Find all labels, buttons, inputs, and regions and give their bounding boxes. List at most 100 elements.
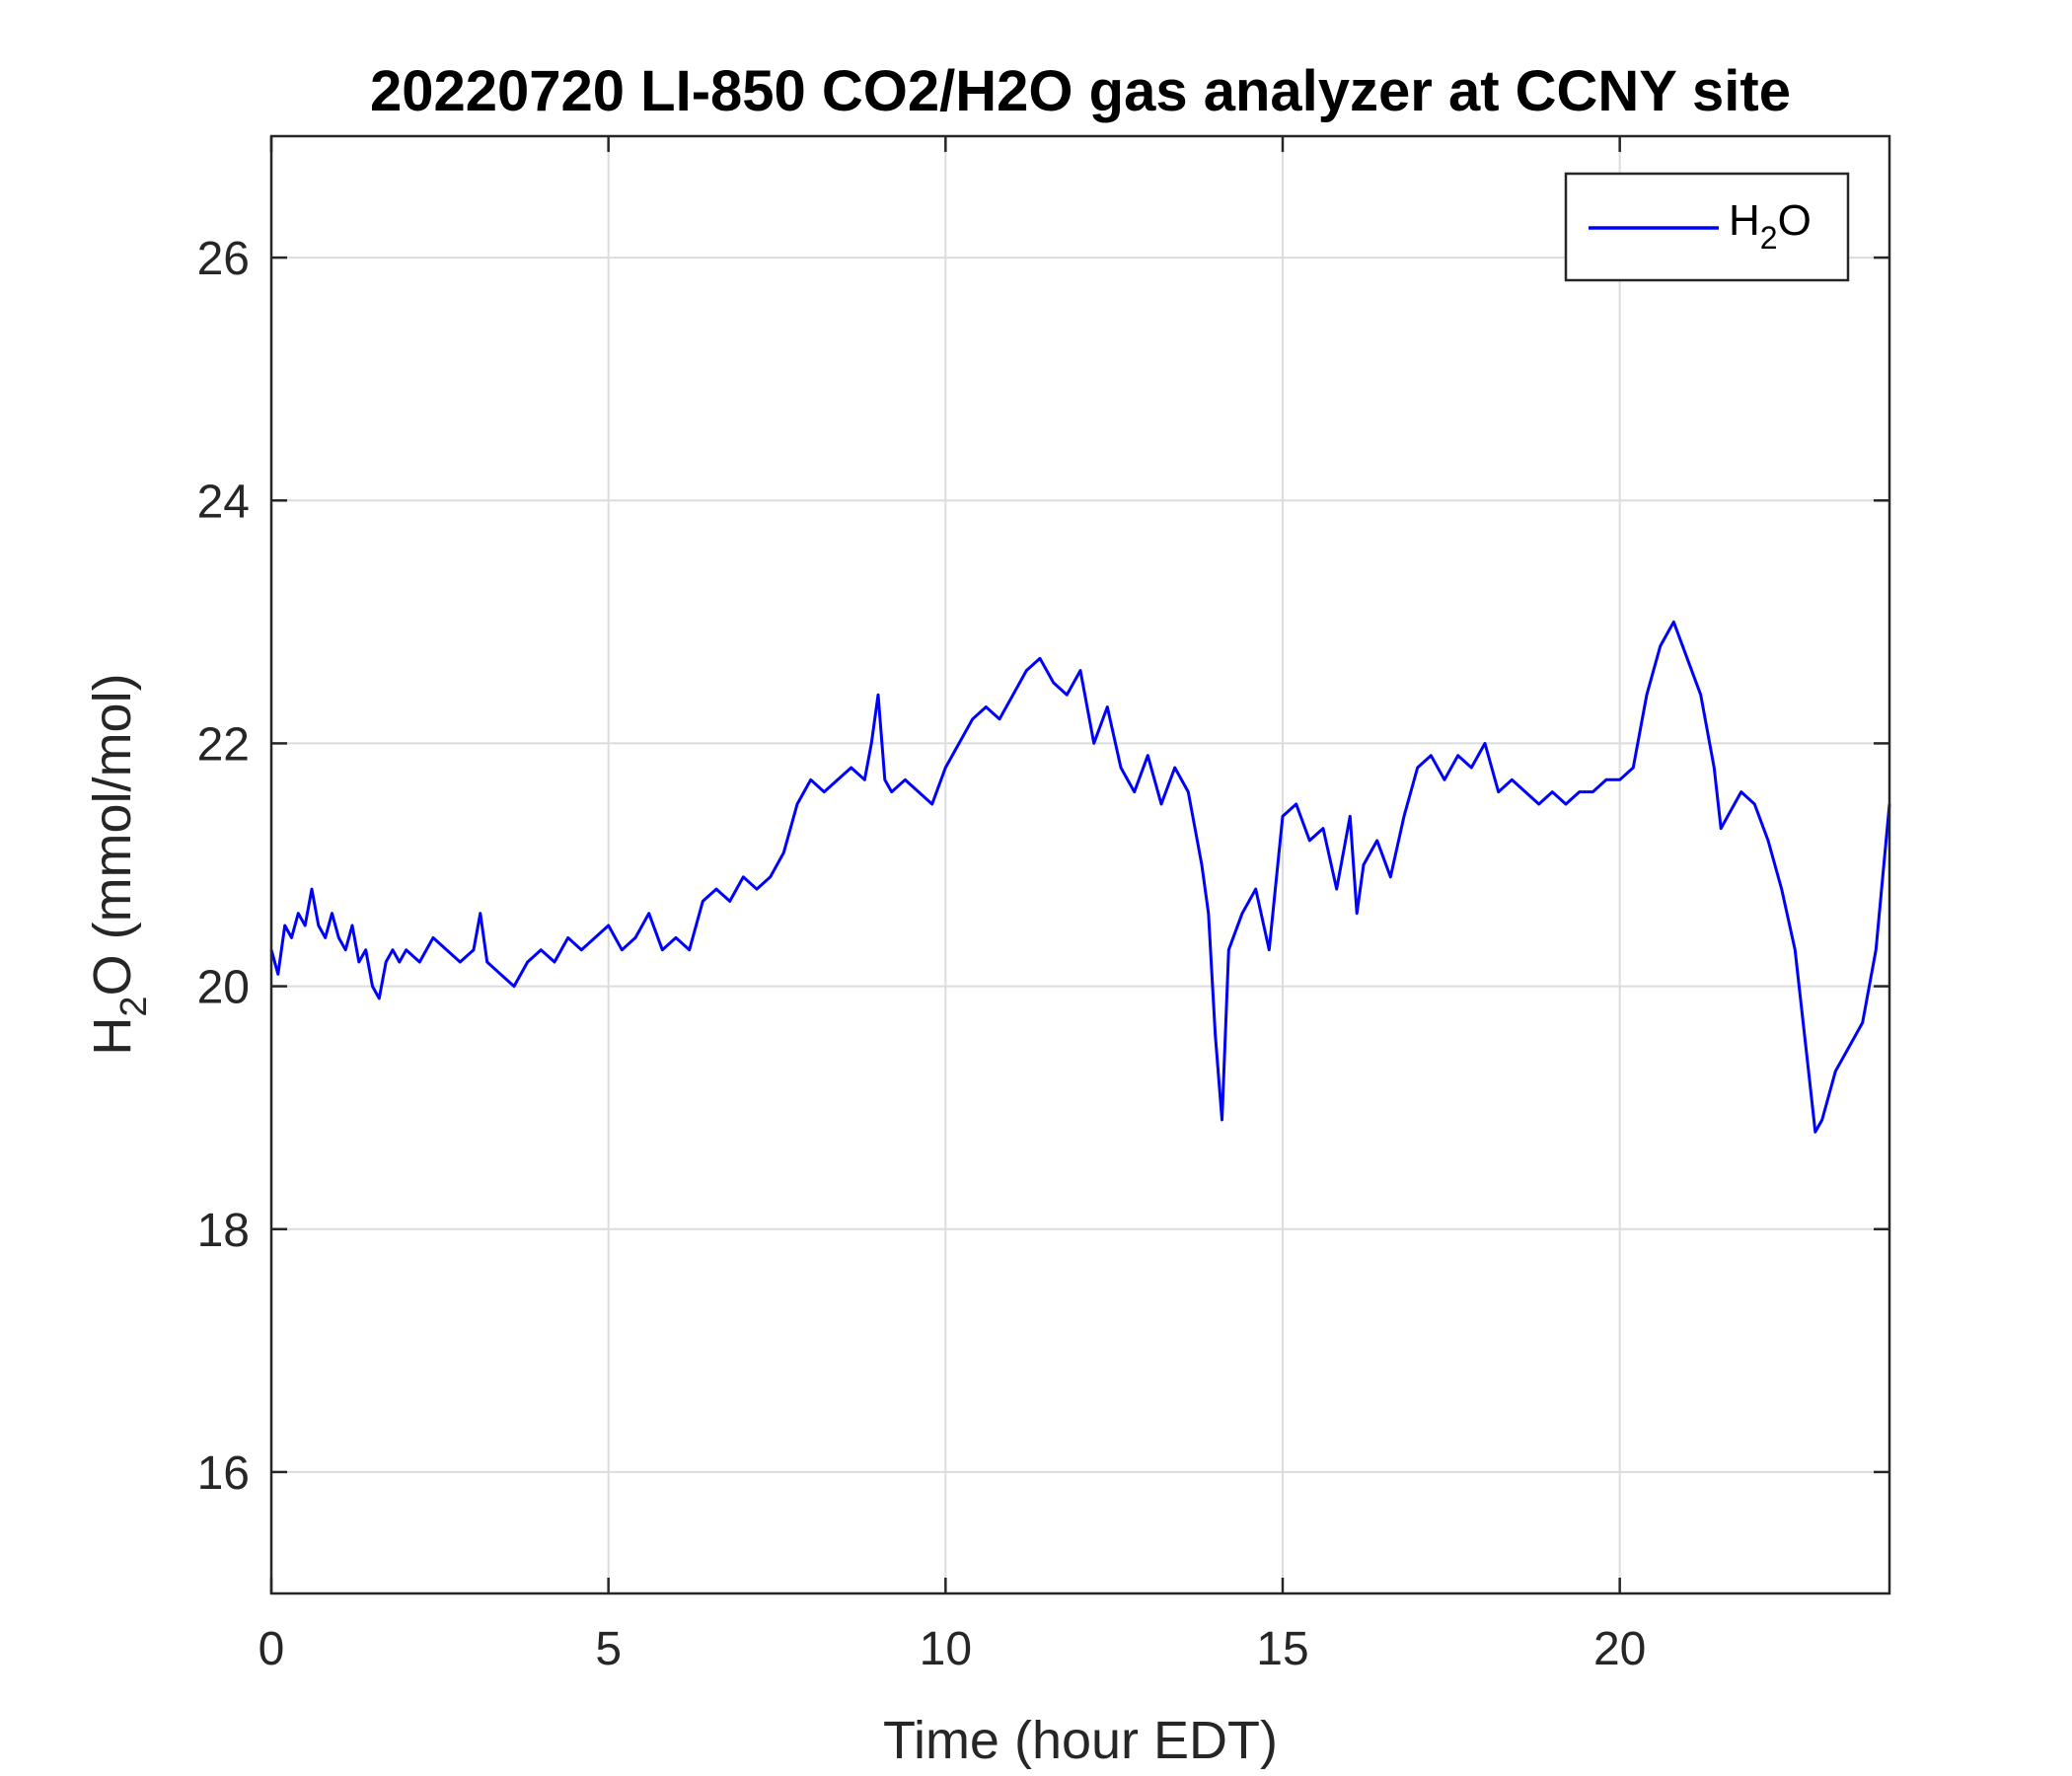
- legend-label-rest: O: [1778, 196, 1812, 245]
- h2o-data-point: [884, 778, 886, 781]
- h2o-data-point: [418, 961, 421, 963]
- h2o-data-point: [1227, 948, 1230, 951]
- h2o-data-point: [1605, 778, 1607, 781]
- h2o-data-point: [1456, 754, 1459, 757]
- x-tick-labels: 0 5 10 15 20: [259, 1623, 1647, 1675]
- h2o-data-point: [1524, 790, 1526, 793]
- h2o-data-point: [1713, 767, 1716, 769]
- h2o-data-point: [1322, 827, 1324, 830]
- h2o-data-point: [1295, 803, 1297, 805]
- h2o-data-point: [877, 694, 879, 696]
- h2o-data-point: [1470, 767, 1473, 769]
- h2o-data-point: [1356, 912, 1358, 915]
- h2o-data-point: [1092, 742, 1095, 745]
- h2o-data-point: [728, 900, 731, 903]
- y-tick-label: 16: [197, 1447, 250, 1500]
- h2o-data-point: [1254, 888, 1257, 890]
- h2o-data-point: [1052, 682, 1055, 684]
- h2o-data-point: [378, 998, 381, 999]
- h2o-data-point: [985, 705, 988, 708]
- h2o-data-point: [1834, 1070, 1837, 1073]
- h2o-data-point: [566, 936, 569, 939]
- h2o-data-point: [392, 948, 394, 951]
- h2o-data-point: [1686, 657, 1688, 660]
- h2o-data-point: [688, 948, 691, 951]
- h2o-data-point: [1794, 948, 1797, 951]
- chart-title: 20220720 LI-850 CO2/H2O gas analyzer at …: [370, 59, 1791, 123]
- h2o-data-point: [405, 948, 407, 951]
- h2o-data-point: [331, 912, 333, 915]
- h2o-data-point: [1767, 840, 1769, 842]
- h2o-data-point: [1430, 754, 1433, 757]
- h2o-data-point: [445, 948, 448, 951]
- h2o-data-point: [358, 961, 360, 963]
- x-tick-label: 0: [259, 1623, 285, 1675]
- y-axis-label-rest: O (mmol/mol): [83, 673, 142, 996]
- h2o-data-point: [1416, 767, 1419, 769]
- series-layer: [269, 620, 1891, 1134]
- y-tick-label: 20: [197, 962, 250, 1014]
- h2o-data-point: [1187, 790, 1190, 793]
- h2o-data-point: [1268, 948, 1271, 951]
- x-tick-label: 5: [595, 1623, 622, 1675]
- h2o-data-point: [863, 778, 866, 781]
- h2o-data-point: [311, 888, 313, 890]
- h2o-data-point: [1308, 840, 1311, 842]
- h2o-data-point: [1147, 754, 1149, 757]
- y-tick-label: 18: [197, 1205, 250, 1257]
- h2o-data-point: [930, 803, 933, 805]
- legend: H2O: [1564, 172, 1850, 282]
- h2o-data-point: [1672, 621, 1675, 624]
- h2o-data-point: [944, 767, 947, 769]
- h2o-data-point: [715, 888, 717, 890]
- y-tick-label: 24: [197, 476, 250, 528]
- h2o-data-point: [513, 985, 515, 988]
- h2o-data-point: [823, 790, 826, 793]
- h2o-data-point: [1780, 888, 1783, 890]
- h2o-data-point: [1443, 778, 1445, 781]
- h2o-data-point: [1618, 778, 1621, 781]
- h2o-data-point: [304, 925, 307, 926]
- h2o-data-point: [1241, 912, 1243, 915]
- h2o-data-point: [1497, 790, 1500, 793]
- h2o-data-point: [870, 742, 872, 745]
- h2o-data-point: [540, 948, 543, 951]
- h2o-data-point: [1699, 694, 1702, 696]
- h2o-data-point: [1106, 705, 1109, 708]
- h2o-data-point: [1646, 694, 1648, 696]
- h2o-data-point: [647, 912, 650, 915]
- h2o-data-point: [675, 936, 677, 939]
- h2o-data-point: [594, 936, 596, 939]
- x-tick-label: 10: [920, 1623, 972, 1675]
- h2o-data-point: [580, 948, 583, 951]
- h2o-data-point: [904, 778, 907, 781]
- h2o-data-point: [351, 925, 353, 926]
- h2o-data-point: [1335, 888, 1338, 890]
- h2o-data-point: [1079, 669, 1081, 672]
- h2o-data-point: [1011, 694, 1014, 696]
- y-tick-label: 22: [197, 718, 250, 771]
- y-tick-label: 26: [197, 233, 250, 285]
- y-axis-label: H2O (mmol/mol): [83, 673, 155, 1055]
- h2o-data-point: [661, 948, 664, 951]
- h2o-data-point: [297, 912, 300, 915]
- h2o-data-point: [432, 936, 434, 939]
- y-axis-label-base: H: [83, 1017, 142, 1056]
- h2o-data-point: [473, 948, 475, 951]
- h2o-data-point: [1659, 645, 1662, 647]
- h2o-data-point: [607, 925, 610, 926]
- h2o-data-point: [1221, 1119, 1223, 1121]
- h2o-data-point: [890, 790, 893, 793]
- h2o-data-point: [277, 973, 279, 976]
- h2o-data-point: [1349, 815, 1352, 818]
- h2o-data-point: [1214, 1034, 1217, 1036]
- h2o-data-point: [1208, 912, 1210, 915]
- h2o-data-point: [850, 767, 852, 769]
- y-tick-labels: 16 18 20 22 24 26: [197, 233, 250, 1500]
- h2o-data-point: [742, 876, 745, 878]
- h2o-data-point: [344, 948, 347, 951]
- h2o-data-point: [1375, 840, 1378, 842]
- h2o-data-point: [1565, 803, 1567, 805]
- h2o-data-point: [364, 948, 367, 951]
